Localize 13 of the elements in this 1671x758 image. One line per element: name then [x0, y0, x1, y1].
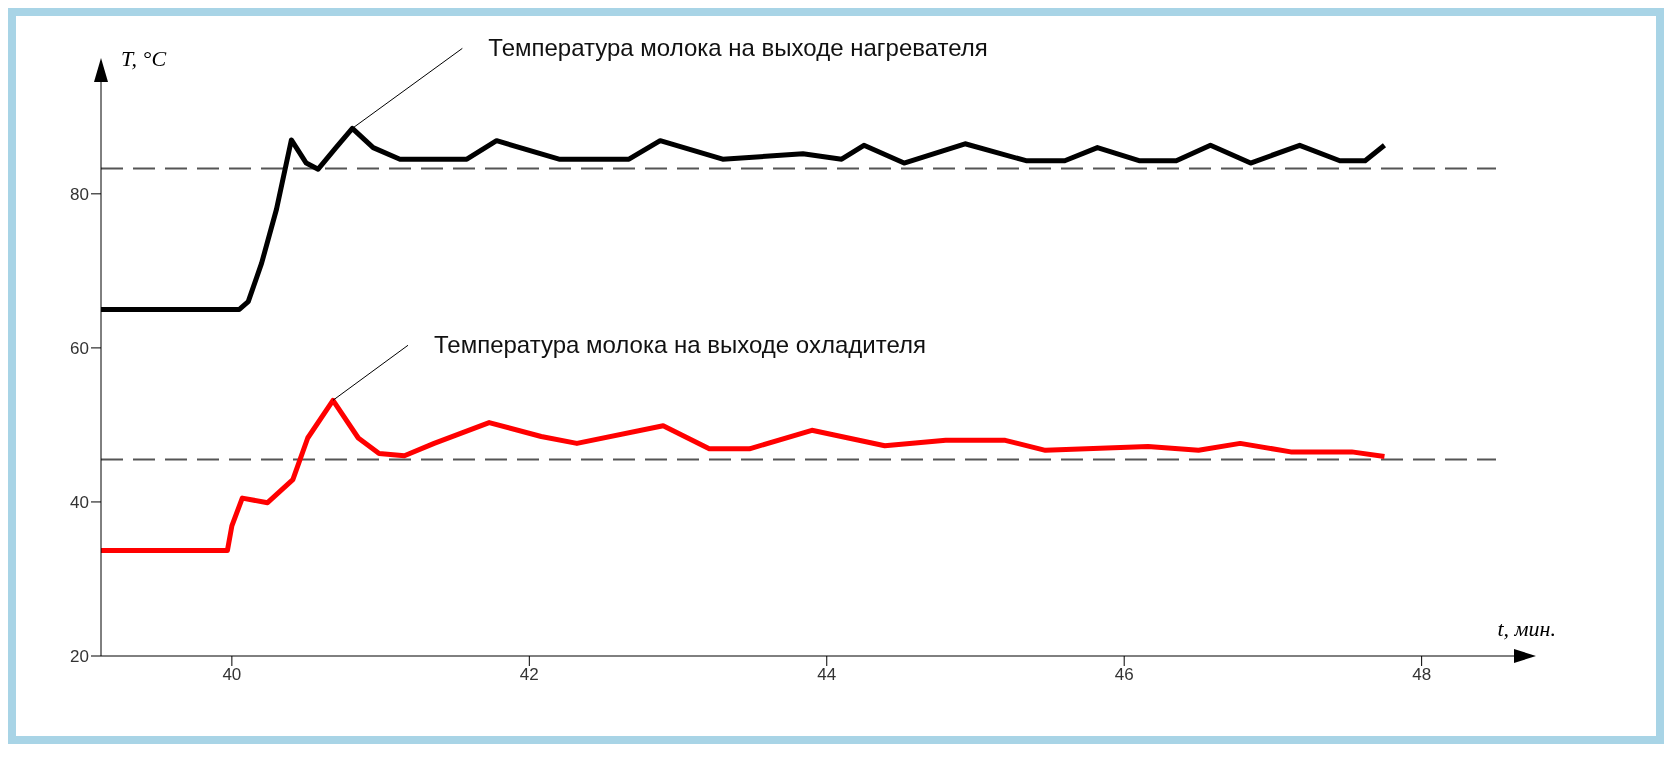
y-tick-label: 20 — [70, 647, 89, 667]
annotation: Температура молока на выходе охладителя — [434, 331, 926, 359]
x-tick-label: 42 — [519, 665, 539, 685]
x-tick-label: 46 — [1114, 665, 1134, 685]
x-axis-title: t, мин. — [1497, 616, 1556, 642]
x-tick-label: 40 — [222, 665, 242, 685]
y-tick-label: 40 — [70, 492, 89, 512]
y-tick-label: 60 — [70, 338, 89, 358]
y-tick-label: 80 — [70, 184, 89, 204]
y-axis-title: T, °C — [121, 46, 167, 72]
annotation: Температура молока на выходе нагревателя — [488, 34, 988, 62]
x-tick-label: 44 — [817, 665, 837, 685]
x-tick-label: 48 — [1412, 665, 1432, 685]
